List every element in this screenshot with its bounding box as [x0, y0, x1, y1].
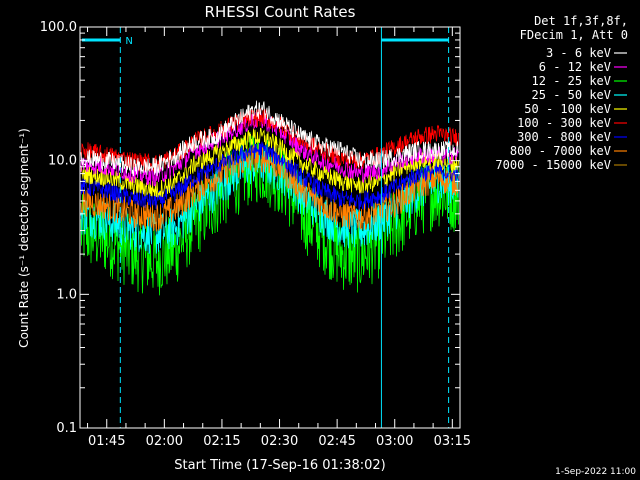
x-axis-label: Start Time (17-Sep-16 01:38:02)	[174, 458, 385, 473]
y-tick-label: 100.0	[40, 20, 77, 35]
legend-entry-label: 12 - 25 keV	[532, 74, 611, 88]
footer-timestamp: 1-Sep-2022 11:00	[555, 467, 636, 477]
axis-layer: 0.1 1.0 10.0 100.0 01:45 02:00 02:15 02:30 02:45…	[40, 20, 471, 449]
series-line-800to7000keV	[80, 143, 459, 232]
series-line-50to100keV	[80, 127, 459, 198]
legend-entry-label: 50 - 100 keV	[524, 102, 611, 116]
x-tick-label: 02:45	[318, 434, 355, 449]
x-tick-label: 02:00	[146, 434, 183, 449]
series-line-3to6keV	[80, 100, 459, 177]
y-axis-label: Count Rate (s⁻¹ detector segment⁻¹)	[17, 128, 31, 348]
chart-title: RHESSI Count Rates	[205, 3, 356, 21]
plot-frame	[79, 26, 461, 429]
series-layer	[80, 100, 459, 296]
x-tick-label: 01:45	[88, 434, 125, 449]
legend-entry-label: 6 - 12 keV	[539, 60, 611, 74]
legend-entry-label: 25 - 50 keV	[532, 88, 611, 102]
x-tick-label: 03:15	[434, 434, 471, 449]
y-tick-label: 10.0	[48, 154, 77, 169]
legend-entry-label: 7000 - 15000 keV	[495, 158, 611, 172]
series-line-300to800keV	[80, 140, 459, 211]
legend-header-line-2: FDecim 1, Att 0	[520, 28, 628, 42]
x-tick-label: 02:30	[261, 434, 298, 449]
x-tick-label: 02:15	[203, 434, 240, 449]
y-tick-label: 0.1	[56, 421, 77, 436]
y-tick-label: 1.0	[56, 287, 77, 302]
attenuator-state-label: N	[125, 36, 132, 47]
legend-entry-label: 100 - 300 keV	[517, 116, 611, 130]
legend-header-line-1: Det 1f,3f,8f,	[534, 14, 628, 28]
x-tick-label: 03:00	[376, 434, 413, 449]
legend-entry-label: 300 - 800 keV	[517, 130, 611, 144]
legend-entry-label: 3 - 6 keV	[546, 46, 611, 60]
legend: Det 1f,3f,8f, FDecim 1, Att 0 3 - 6 keV6…	[495, 14, 628, 172]
legend-entry-label: 800 - 7000 keV	[510, 144, 611, 158]
